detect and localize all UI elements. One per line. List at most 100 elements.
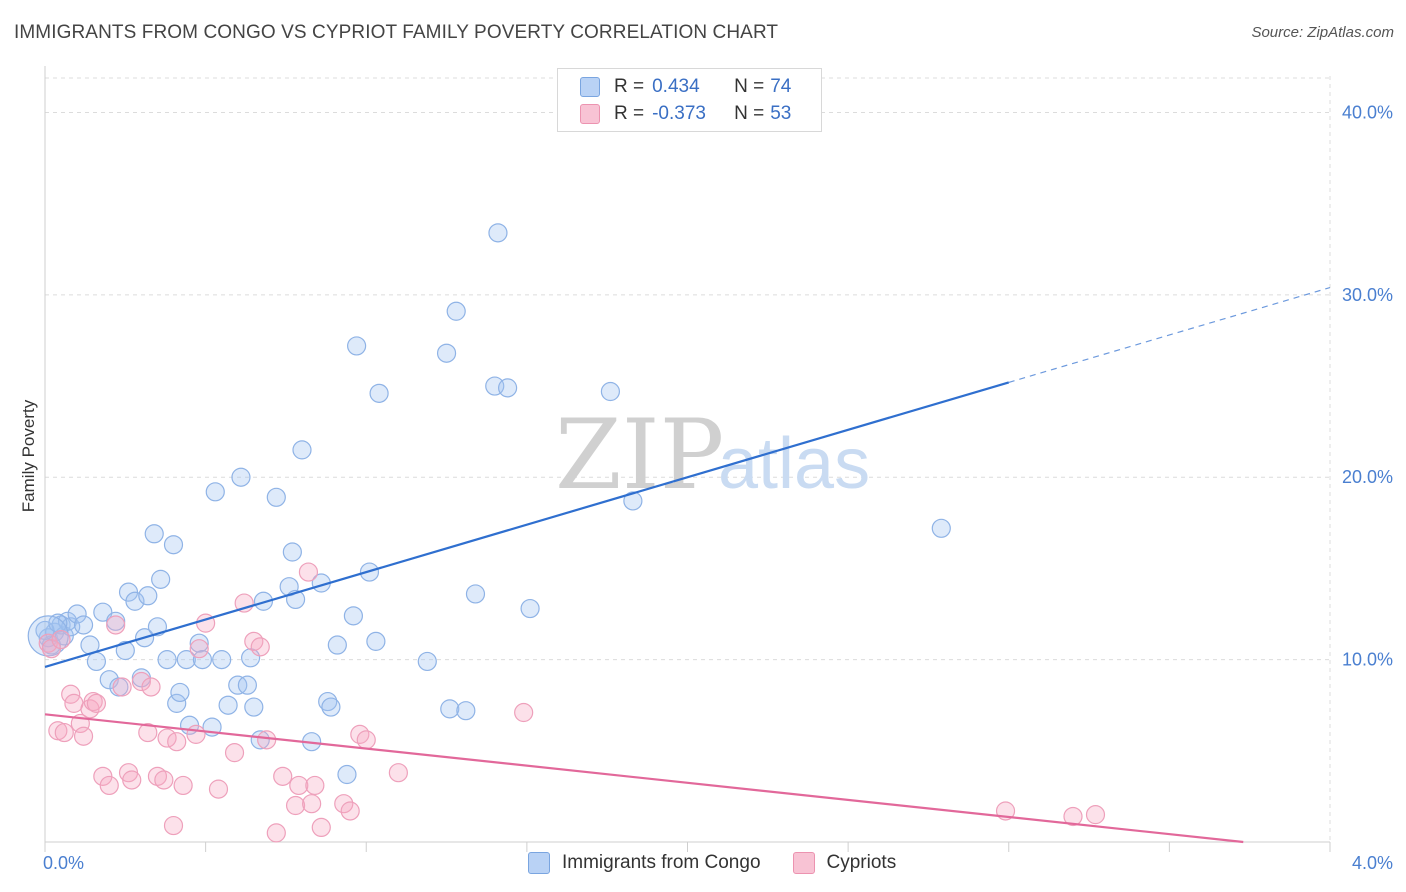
cypriot-point <box>51 629 71 650</box>
congo-point <box>292 440 312 460</box>
y-axis-title: Family Poverty <box>19 399 38 512</box>
congo-point-cluster <box>27 615 69 657</box>
watermark-atlas: atlas <box>718 424 870 504</box>
congo-point <box>446 301 466 321</box>
congo-point <box>266 487 286 507</box>
congo-point <box>321 697 341 717</box>
congo-point <box>157 650 177 670</box>
congo-point <box>73 615 94 635</box>
congo-trend-extension <box>1008 286 1331 383</box>
congo-point <box>231 467 251 487</box>
congo-point <box>253 591 274 611</box>
series-legend: Immigrants from Congo Cypriots <box>528 852 928 874</box>
axes <box>44 66 1331 852</box>
congo-point <box>347 336 367 356</box>
cypriot-point <box>273 766 293 786</box>
cypriot-point <box>73 726 94 746</box>
cypriot-point <box>356 730 376 750</box>
legend-r-label: R = <box>614 76 645 97</box>
series-label-congo: Immigrants from Congo <box>562 852 761 873</box>
congo-point <box>436 343 457 363</box>
cypriot-point <box>138 722 158 743</box>
y-tick-label: 40.0% <box>1342 102 1393 122</box>
cypriot-point <box>388 763 408 783</box>
cypriot-point <box>1063 806 1083 827</box>
congo-point <box>250 730 270 750</box>
congo-point <box>163 535 184 555</box>
cypriot-point <box>54 722 74 743</box>
congo-point <box>228 675 248 695</box>
cypriot-point <box>167 732 187 752</box>
congo-point <box>192 650 213 670</box>
congo-point <box>282 542 302 562</box>
y-tick-labels: 10.0% 20.0% 30.0% 40.0% <box>1342 102 1393 669</box>
series-label-cypriots: Cypriots <box>826 852 897 873</box>
cypriot-point <box>208 779 229 799</box>
cypriot-point <box>305 775 325 796</box>
congo-point <box>520 598 540 619</box>
cypriot-point <box>285 795 306 816</box>
congo-point <box>67 604 87 624</box>
cypriot-point <box>302 794 322 814</box>
cypriot-point <box>334 794 354 814</box>
watermark: ZIP atlas <box>555 399 870 511</box>
chart-title: IMMIGRANTS FROM CONGO VS CYPRIOT FAMILY … <box>14 22 779 43</box>
congo-point <box>366 631 386 651</box>
congo-point <box>465 584 486 604</box>
cypriot-point <box>83 691 103 712</box>
congo-point <box>623 491 643 511</box>
cypriot-point <box>106 615 126 635</box>
cypriot-point <box>266 823 286 843</box>
x-tick-labels: 0.0% 4.0% <box>43 853 1393 873</box>
cypriot-point <box>122 770 142 790</box>
x-tick-label-start: 0.0% <box>43 853 84 873</box>
cypriot-point <box>298 562 319 582</box>
congo-point <box>237 675 257 695</box>
legend-swatch-congo <box>580 77 600 97</box>
congo-trend-line <box>44 381 1010 668</box>
congo-point <box>327 635 347 655</box>
legend-r-label: R = <box>614 103 645 124</box>
congo-point <box>176 650 196 670</box>
cypriot-point <box>86 693 107 713</box>
congo-point <box>343 606 363 626</box>
legend-row-congo: R = 0.434 N = 74 <box>580 74 791 100</box>
cypriot-point <box>173 775 193 796</box>
congo-point <box>417 651 437 672</box>
legend-n-label: N = <box>734 76 765 97</box>
cypriot-point <box>131 671 151 692</box>
cypriot-point <box>340 801 360 821</box>
series-legend-cypriots[interactable]: Cypriots <box>792 852 897 874</box>
cypriot-point <box>189 639 209 659</box>
legend-r-value: -0.373 <box>652 103 706 124</box>
cypriot-point <box>99 775 119 796</box>
cypriot-point <box>48 721 68 741</box>
cypriot-point <box>147 766 168 786</box>
congo-point <box>189 633 209 653</box>
series-legend-congo[interactable]: Immigrants from Congo <box>528 852 761 874</box>
congo-point <box>931 518 951 538</box>
congo-point <box>151 569 171 589</box>
congo-point <box>170 682 190 703</box>
legend-row-cypriots: R = -0.373 N = 53 <box>580 101 791 127</box>
cypriot-point <box>112 677 132 697</box>
congo-point <box>86 651 107 672</box>
cypriot-point <box>186 724 206 744</box>
congo-point <box>138 586 158 606</box>
congo-point <box>488 223 508 243</box>
congo-point <box>369 383 389 403</box>
congo-point <box>498 378 518 398</box>
cypriot-point <box>224 743 245 763</box>
legend-n-label: N = <box>734 103 765 124</box>
y-tick-label: 20.0% <box>1342 467 1393 487</box>
cypriot-point <box>157 728 177 748</box>
cypriot-point <box>257 730 277 750</box>
series-swatch-congo <box>528 852 550 874</box>
cypriot-point <box>311 817 331 838</box>
trend-lines <box>44 286 1331 844</box>
congo-point <box>205 482 225 502</box>
congo-point <box>600 381 621 402</box>
y-tick-label: 10.0% <box>1342 650 1393 670</box>
cypriot-point <box>514 702 534 723</box>
